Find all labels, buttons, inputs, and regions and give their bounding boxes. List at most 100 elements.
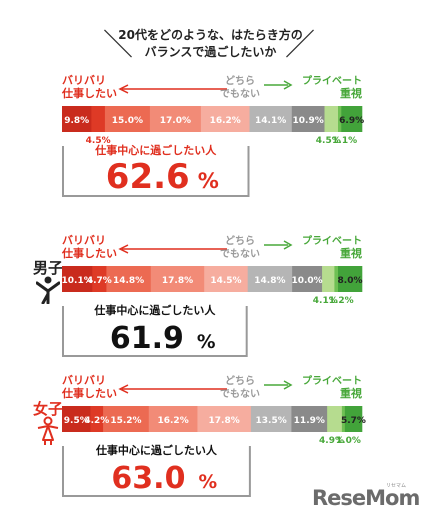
bar-label-4: 17.8%	[162, 276, 193, 286]
bar-segment-1	[62, 406, 91, 432]
male-icon	[36, 276, 60, 304]
bar-label-5: 14.5%	[210, 276, 241, 286]
bar-segment-1	[62, 266, 93, 292]
bar-label-9: 1.2%	[329, 296, 354, 306]
summary-unit: %	[198, 168, 219, 193]
legend-left-line2: 仕事したい	[61, 86, 117, 100]
legend-left-line1: バリバリ	[62, 374, 106, 387]
bar-label-3: 14.8%	[113, 276, 144, 286]
bar-label-10: 8.0%	[338, 276, 363, 286]
summary-value: 61.9	[110, 321, 184, 356]
bar-segment-2	[90, 406, 104, 432]
title-slash-right: ／	[285, 28, 315, 63]
bar-label-8: 4.5%	[316, 136, 341, 146]
bar-segment-3	[103, 406, 150, 432]
bar-label-6: 14.8%	[254, 276, 285, 286]
bar-label-1: 9.5%	[64, 416, 89, 426]
legend-right-line2: 重視	[340, 246, 362, 260]
legend-right-line1: プライベート	[302, 234, 362, 247]
bar-label-8: 4.9%	[319, 436, 344, 446]
legend-middle-line2: でもない	[220, 388, 260, 400]
bar-segment-3	[106, 266, 152, 292]
bar-segment-7	[291, 106, 325, 132]
bar-label-7: 10.9%	[293, 116, 324, 126]
title-line-1: 20代をどのような、はたらき方の	[118, 28, 303, 42]
bar-segment-4	[148, 406, 198, 432]
bar-label-7: 10.0%	[291, 276, 322, 286]
female-label: 女子	[33, 400, 64, 418]
title-slash-left: ＼	[103, 28, 133, 63]
bar-segment-8	[324, 106, 339, 132]
bar-segment-8	[327, 406, 343, 432]
bar-segment-10	[341, 106, 363, 132]
bar-segment-5	[197, 406, 252, 432]
legend-left-line1: バリバリ	[62, 74, 106, 87]
bar-label-3: 15.2%	[110, 416, 141, 426]
bar-label-5: 16.2%	[210, 116, 241, 126]
summary-unit: %	[197, 332, 216, 353]
legend-left-line1: バリバリ	[62, 234, 106, 247]
bar-label-2: 4.5%	[86, 136, 111, 146]
legend-right-line2: 重視	[340, 386, 362, 400]
legend-middle-line1: どちら	[225, 234, 255, 247]
bar-label-3: 15.0%	[112, 116, 143, 126]
bar-segment-4	[150, 266, 205, 292]
bar-segment-2	[91, 106, 106, 132]
bar-label-2: 4.2%	[84, 416, 109, 426]
summary-unit: %	[198, 472, 217, 493]
bar-segment-1	[62, 106, 92, 132]
bar-segment-7	[291, 406, 328, 432]
bar-segment-9	[334, 266, 339, 292]
bar-segment-4	[149, 106, 202, 132]
bar-segment-10	[338, 266, 363, 292]
summary-label: 仕事中心に過ごしたい人	[94, 143, 217, 157]
bar-segment-6	[250, 406, 292, 432]
summary-value: 62.6	[106, 157, 190, 197]
summary-bracket	[62, 146, 250, 197]
summary-label: 仕事中心に過ごしたい人	[95, 443, 218, 457]
summary-label: 仕事中心に過ごしたい人	[93, 303, 216, 317]
summary-value: 63.0	[111, 461, 185, 496]
bar-label-4: 16.2%	[157, 416, 188, 426]
resemom-logo-small: リセマム	[386, 483, 407, 489]
legend-middle-line2: でもない	[220, 88, 260, 100]
bar-label-4: 17.0%	[160, 116, 191, 126]
bar-label-6: 13.5%	[256, 416, 287, 426]
resemom-logo: ReseMom	[312, 486, 420, 510]
bar-segment-6	[249, 106, 293, 132]
arrow-left-head	[118, 84, 129, 94]
legend-middle-line1: どちら	[225, 374, 255, 387]
bar-segment-9	[341, 406, 346, 432]
legend-middle-line2: でもない	[220, 248, 260, 260]
legend-right-line1: プライベート	[302, 74, 362, 87]
bar-segment-5	[204, 266, 248, 292]
summary-bracket	[62, 446, 251, 497]
bar-segment-2	[92, 266, 107, 292]
bar-label-10: 6.9%	[339, 116, 364, 126]
summary-bracket	[62, 306, 248, 357]
bar-label-1: 10.1%	[62, 276, 93, 286]
bar-label-5: 17.8%	[209, 416, 240, 426]
bar-label-7: 11.9%	[294, 416, 325, 426]
bar-segment-3	[104, 106, 151, 132]
bar-segment-6	[247, 266, 293, 292]
male-label: 男子	[33, 259, 64, 277]
legend-right-line2: 重視	[340, 86, 362, 100]
chart-title: 20代をどのような、はたらき方の バランスで過ごしたいか	[0, 27, 421, 61]
bar-label-8: 4.1%	[313, 296, 338, 306]
arrow-left-head	[118, 384, 129, 394]
arrow-left-head	[118, 244, 129, 254]
bar-label-9: 1.1%	[332, 136, 357, 146]
legend-right-line1: プライベート	[302, 374, 362, 387]
bar-segment-10	[344, 406, 363, 432]
legend-left-line2: 仕事したい	[61, 386, 117, 400]
bar-segment-5	[200, 106, 250, 132]
legend-left-line2: 仕事したい	[61, 246, 117, 260]
bar-label-10: 5.7%	[341, 416, 366, 426]
bar-label-1: 9.8%	[64, 116, 89, 126]
female-icon	[37, 416, 59, 445]
bar-segment-8	[322, 266, 335, 292]
